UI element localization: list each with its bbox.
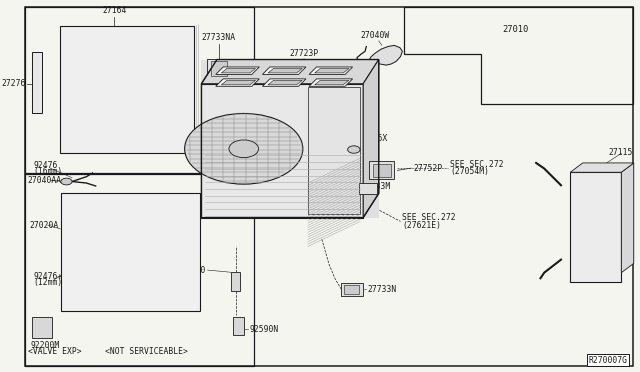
- Bar: [31, 52, 42, 113]
- Text: SEE SEC.272: SEE SEC.272: [403, 213, 456, 222]
- Text: 92476: 92476: [33, 161, 58, 170]
- Bar: [369, 161, 394, 179]
- Bar: [292, 60, 301, 68]
- Bar: [207, 59, 230, 78]
- Text: 27040AA: 27040AA: [28, 176, 61, 185]
- Polygon shape: [221, 80, 255, 85]
- Text: <NOT SERVICEABLE>: <NOT SERVICEABLE>: [105, 347, 188, 356]
- Polygon shape: [363, 60, 379, 218]
- Bar: [233, 317, 244, 335]
- Polygon shape: [570, 163, 634, 172]
- Text: (12mm): (12mm): [33, 278, 63, 287]
- Text: SEE SEC.272: SEE SEC.272: [451, 160, 504, 169]
- Text: 92590N: 92590N: [250, 325, 278, 334]
- Polygon shape: [216, 67, 259, 74]
- Polygon shape: [369, 45, 403, 65]
- Text: 27020A: 27020A: [29, 221, 58, 230]
- Polygon shape: [262, 67, 306, 74]
- Bar: [231, 272, 240, 291]
- Text: 27276: 27276: [2, 79, 26, 88]
- Text: R270007G: R270007G: [589, 356, 628, 365]
- Polygon shape: [621, 163, 634, 273]
- Text: (16mm): (16mm): [33, 167, 63, 176]
- Text: 27280: 27280: [181, 266, 206, 275]
- Polygon shape: [309, 79, 353, 86]
- Text: 27040W: 27040W: [360, 31, 390, 40]
- Text: 92200M: 92200M: [30, 341, 60, 350]
- Circle shape: [185, 113, 303, 184]
- Bar: [202, 60, 379, 218]
- Polygon shape: [315, 80, 349, 85]
- Text: 92476+A: 92476+A: [33, 272, 68, 280]
- Text: (27054M): (27054M): [451, 167, 489, 176]
- Polygon shape: [202, 60, 379, 84]
- Bar: [372, 164, 391, 177]
- Text: 27726X: 27726X: [359, 134, 388, 143]
- Circle shape: [61, 178, 72, 185]
- Bar: [211, 61, 227, 76]
- Text: 27752P: 27752P: [413, 164, 442, 173]
- Text: 27010: 27010: [502, 25, 529, 34]
- Text: <VALVE EXP>: <VALVE EXP>: [28, 347, 81, 356]
- Bar: [344, 285, 360, 294]
- Bar: [341, 283, 363, 296]
- Polygon shape: [216, 79, 259, 86]
- Polygon shape: [315, 68, 349, 73]
- Text: 27733NA: 27733NA: [202, 33, 236, 42]
- Text: (27621E): (27621E): [403, 221, 442, 230]
- Polygon shape: [309, 67, 353, 74]
- Bar: [308, 87, 360, 214]
- Circle shape: [229, 140, 259, 158]
- Text: 27733M: 27733M: [362, 182, 390, 190]
- Bar: [570, 172, 621, 282]
- Bar: [359, 183, 378, 194]
- Text: 27733N: 27733N: [367, 285, 397, 294]
- Text: 27115: 27115: [609, 148, 633, 157]
- Polygon shape: [268, 68, 302, 73]
- Polygon shape: [221, 68, 255, 73]
- Bar: [31, 317, 51, 338]
- Bar: [26, 7, 254, 173]
- Bar: [26, 174, 254, 366]
- Polygon shape: [202, 84, 363, 218]
- Polygon shape: [268, 80, 302, 85]
- Text: 27723P: 27723P: [289, 49, 319, 58]
- Bar: [61, 193, 200, 311]
- Circle shape: [348, 146, 360, 153]
- Text: 27164: 27164: [102, 6, 127, 15]
- Polygon shape: [262, 79, 306, 86]
- Bar: [60, 26, 194, 153]
